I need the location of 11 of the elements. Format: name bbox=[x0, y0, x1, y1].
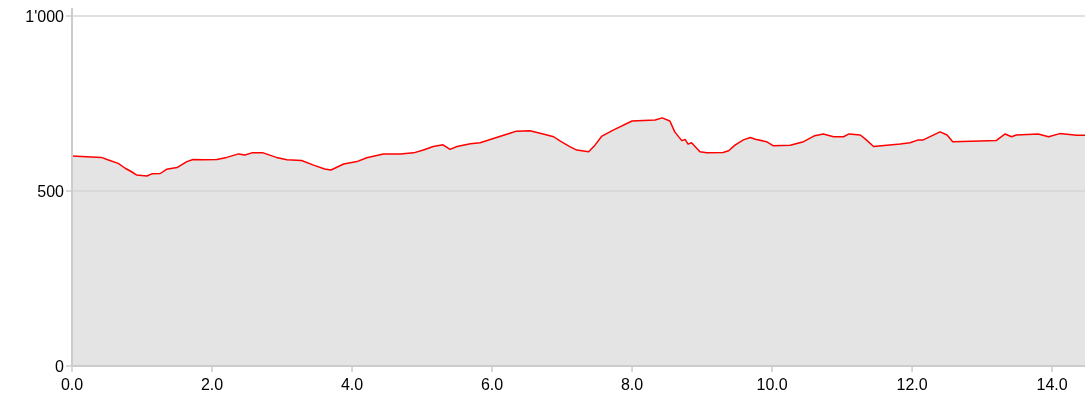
x-tick-label: 4.0 bbox=[340, 376, 364, 393]
x-tick-label: 8.0 bbox=[620, 376, 644, 393]
y-tick-label: 1'000 bbox=[25, 7, 65, 25]
x-tick-label: 0.0 bbox=[60, 376, 84, 393]
x-tick-label: 12.0 bbox=[896, 376, 928, 393]
y-tick-label: 500 bbox=[37, 182, 65, 200]
x-tick-label: 10.0 bbox=[756, 376, 788, 393]
x-tick-label: 6.0 bbox=[480, 376, 504, 393]
x-tick-label: 2.0 bbox=[200, 376, 224, 393]
y-tick-label: 0 bbox=[55, 357, 65, 375]
x-tick-label: 14.0 bbox=[1036, 376, 1068, 393]
